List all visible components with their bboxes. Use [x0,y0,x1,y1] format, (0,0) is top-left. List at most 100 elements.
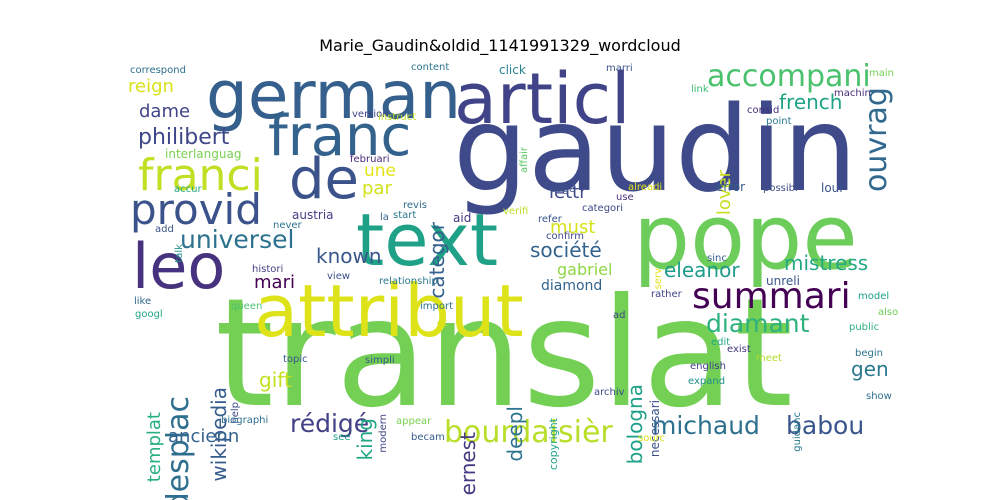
word-100: simpli [365,355,395,366]
word-44: lettr [549,182,587,203]
word-24: mistress [784,251,868,275]
word-9: de [289,147,359,212]
word-13: accompani [707,59,871,94]
word-56: consid [747,105,779,116]
word-39: lover [714,169,735,215]
word-12: summari [692,276,851,317]
word-106: necessari [648,400,662,457]
word-96: public [849,322,879,333]
word-84: serv [653,268,664,289]
word-113: show [866,391,892,402]
word-114: see [333,432,351,443]
word-73: la [380,212,389,223]
word-75: aid [453,211,471,225]
word-97: edit [711,337,730,348]
word-57: point [766,116,792,127]
word-2: pope [633,185,858,290]
word-48: interlanguag [165,147,241,161]
word-46: gabriel [557,260,612,279]
word-79: confirm [546,231,584,242]
word-26: société [530,238,602,262]
word-42: par [362,178,392,199]
word-110: modern [378,414,389,453]
word-81: histori [252,264,283,275]
word-108: archiv [594,387,625,398]
word-49: correspond [130,65,186,76]
word-11: provid [130,185,262,234]
word-50: content [411,62,449,73]
word-91: googl [135,309,163,320]
word-17: babou [786,411,864,440]
word-47: diamond [541,278,602,294]
word-54: link [691,84,709,95]
word-8: franc [268,104,411,169]
word-60: affair [519,146,530,173]
word-15: bourdaisièr [444,415,613,450]
word-93: ad [613,310,625,321]
word-94: also [878,307,898,318]
word-107: copyright [547,417,560,470]
word-111: biographi [221,415,268,426]
word-101: begin [855,348,883,359]
word-72: austria [292,208,334,222]
word-16: michaud [652,411,760,440]
word-88: queen [231,301,262,312]
word-20: desplac [161,396,196,500]
word-116: sourc [638,433,665,444]
word-89: import [420,301,453,312]
word-29: wikipedia [207,387,231,482]
word-51: click [499,63,526,77]
word-99: topic [283,354,308,365]
word-27: known [316,244,382,268]
word-22: philibert [138,125,230,150]
word-3: articl [454,58,631,140]
word-32: deepl [503,406,527,462]
word-86: relationship [379,276,438,287]
word-35: templat [144,412,165,482]
word-37: mari [254,272,295,293]
word-109: help [230,402,241,424]
word-10: franci [138,150,263,201]
word-64: alreadi [628,182,662,193]
word-36: gift [259,368,292,392]
word-30: king [353,418,377,461]
word-76: refer [538,214,563,225]
word-98: exist [727,344,751,355]
word-115: becam [411,432,445,443]
word-59: instruct [378,112,416,123]
word-82: view [327,271,350,282]
word-7: leo [132,230,225,303]
word-0: translat [215,267,793,441]
word-45: must [550,217,595,238]
word-34: ancienn [168,426,239,447]
word-14: ouvrag [859,87,894,192]
word-65: error [716,180,745,194]
word-31: ernest [456,432,480,496]
word-85: unreli [766,274,800,288]
word-102: meet [756,353,782,364]
word-62: accur [174,184,202,195]
word-61: februari [350,154,390,165]
word-90: rather [651,289,683,300]
word-52: marri [606,63,633,74]
word-66: possibl [763,183,798,194]
word-21: rédigé [290,409,369,438]
word-25: eleanor [664,258,740,282]
word-112: appear [396,416,432,427]
word-95: et [437,318,447,329]
word-28: categor [425,221,449,298]
word-77: add [155,224,174,235]
word-43: une [364,161,396,181]
word-18: diamant [706,309,810,338]
word-103: english [690,361,726,372]
word-33: bologna [623,384,647,464]
word-63: page [550,184,575,195]
word-5: text [356,198,498,282]
word-55: machin [834,88,871,99]
word-78: never [273,220,303,231]
word-69: use [616,192,634,203]
word-71: verifi [503,206,528,217]
word-74: start [393,210,416,221]
word-87: like [134,296,151,307]
